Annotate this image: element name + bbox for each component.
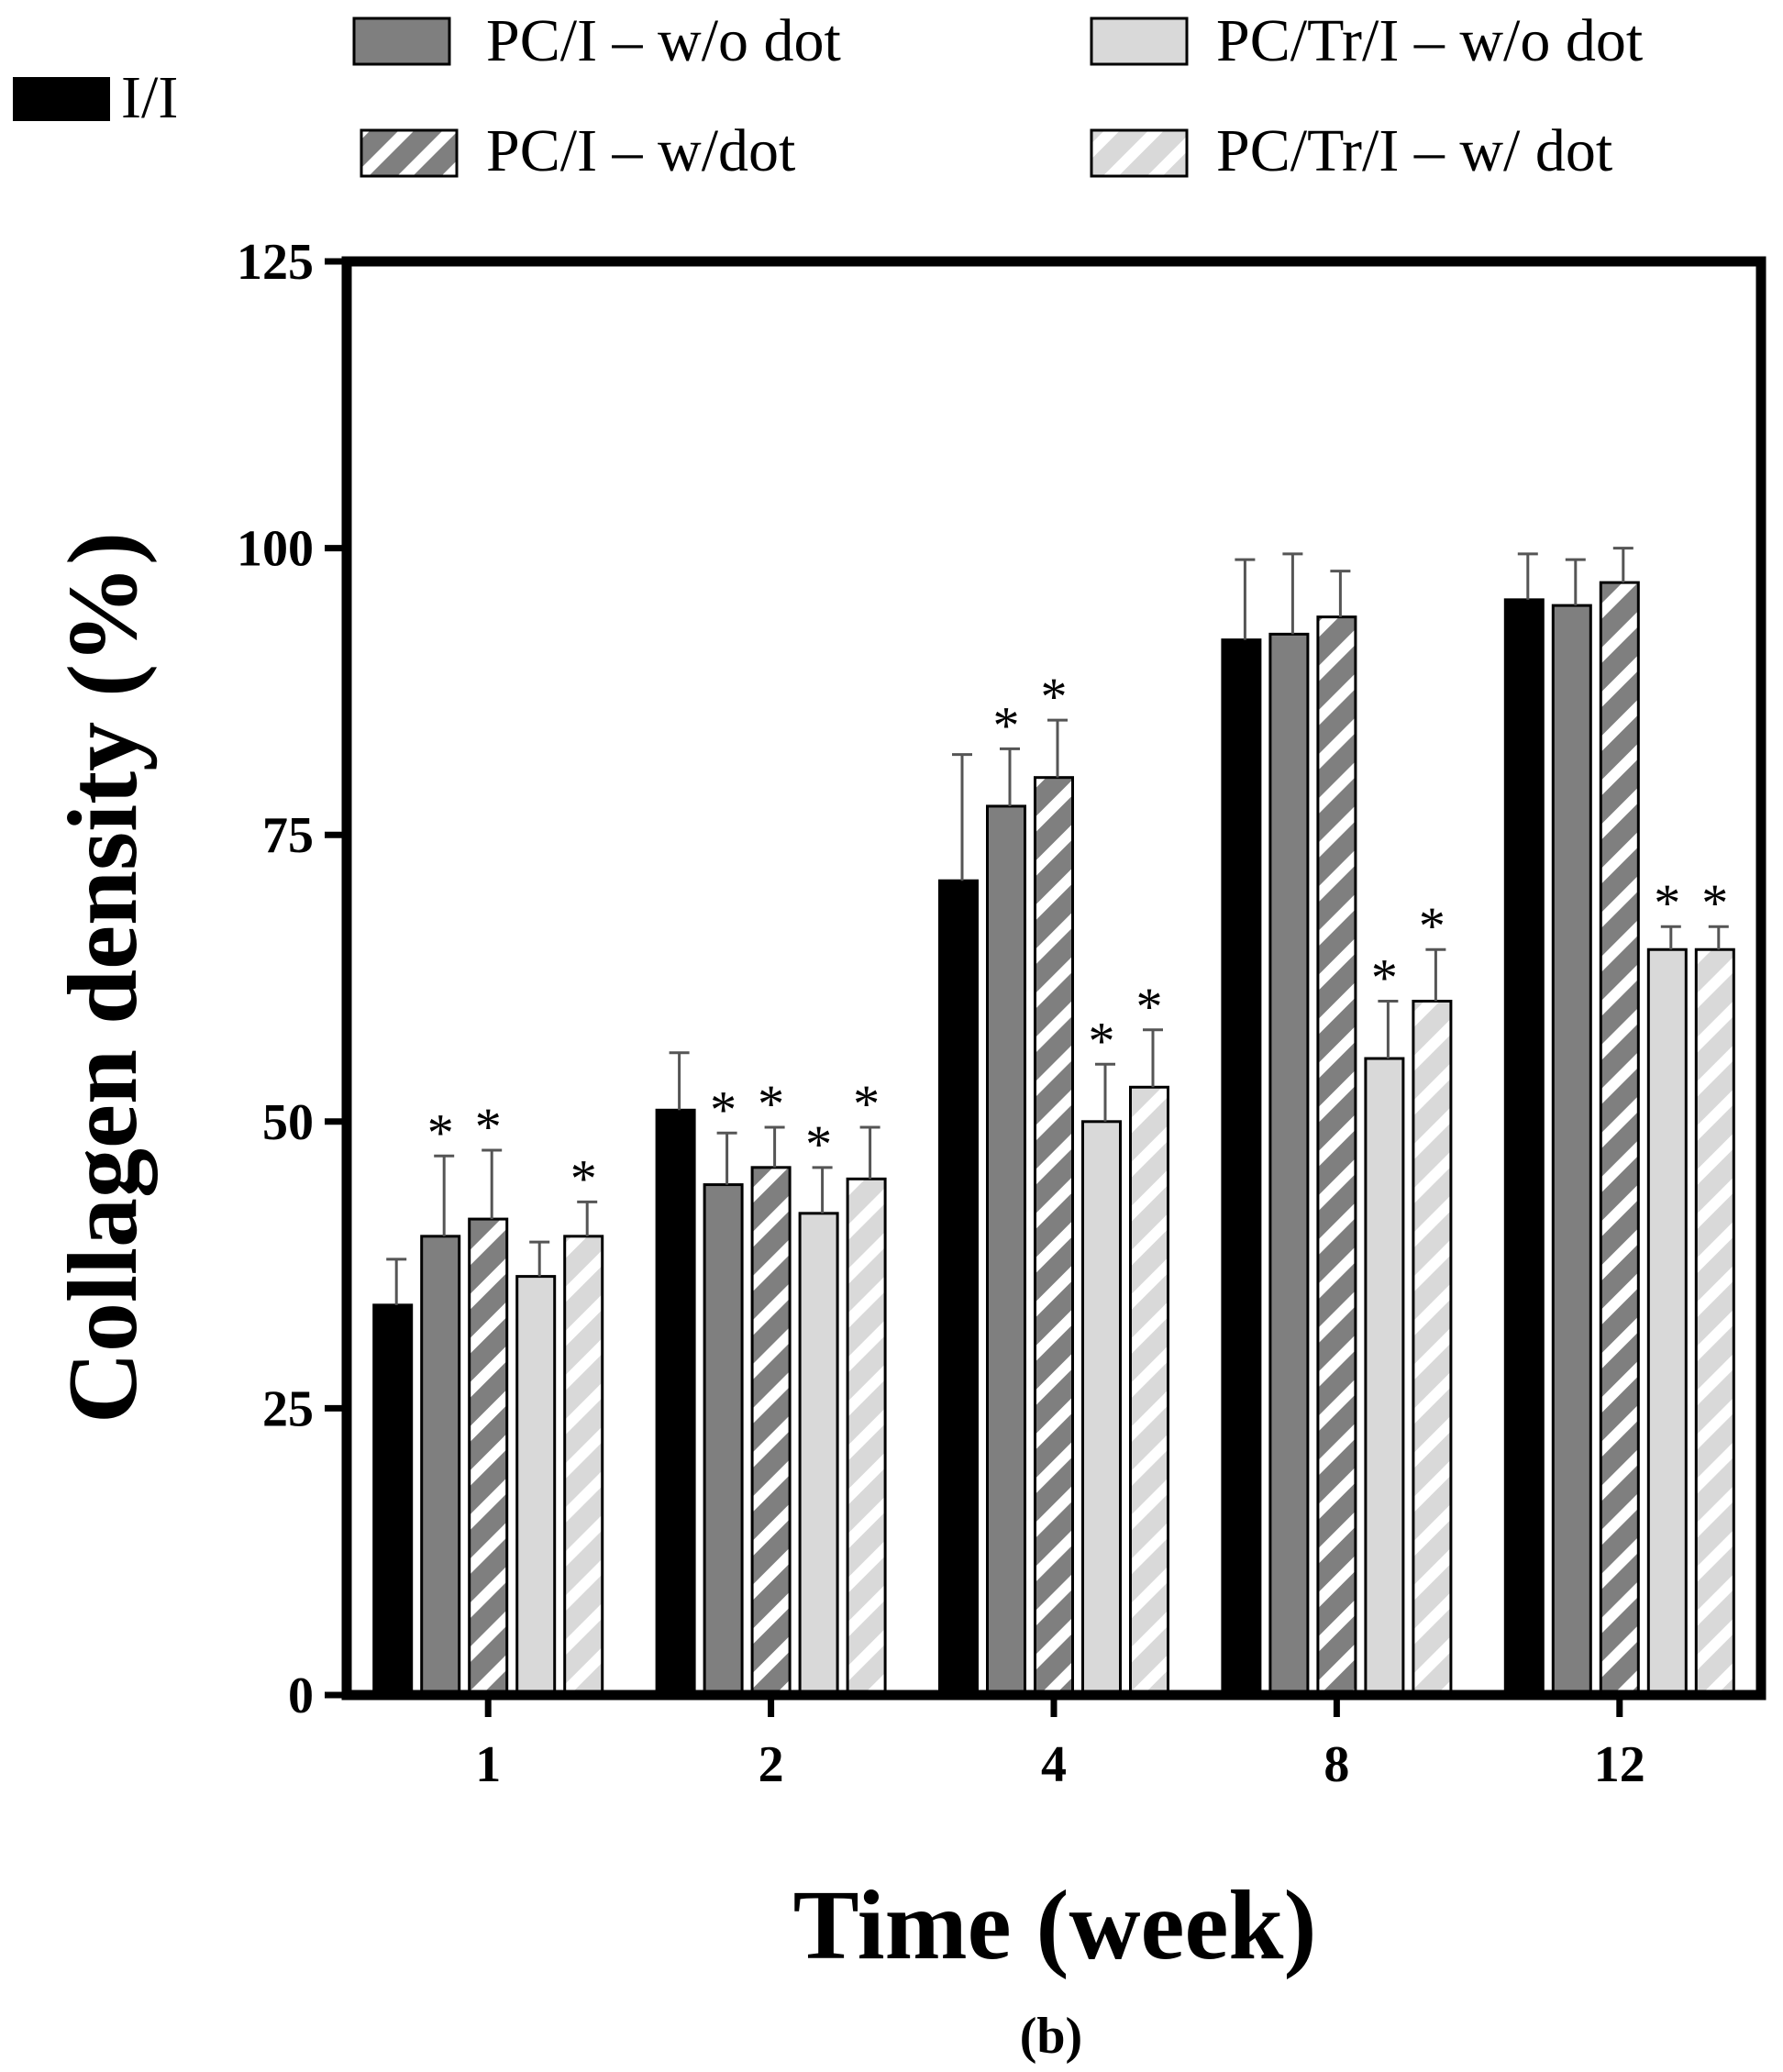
y-tick-label: 50 [262, 1094, 314, 1151]
legend-label: PC/I – w/o dot [486, 7, 841, 74]
legend-swatch [360, 128, 459, 178]
y-tick-label: 125 [237, 234, 314, 291]
x-tick-label: 1 [475, 1736, 501, 1793]
bar [1694, 947, 1735, 1697]
bar [1551, 604, 1592, 1697]
legend-label: PC/Tr/I – w/ dot [1216, 117, 1612, 184]
bar [420, 1235, 461, 1697]
bar [1412, 1000, 1453, 1697]
bar [468, 1217, 509, 1697]
bar [846, 1177, 887, 1697]
bar [1129, 1085, 1169, 1697]
bar [655, 1108, 696, 1697]
bars [372, 581, 1735, 1697]
significance-star: * [1701, 873, 1728, 933]
bar [986, 804, 1026, 1697]
significance-star: * [1041, 667, 1068, 726]
significance-star: * [758, 1074, 784, 1134]
y-tick-label: 25 [262, 1380, 314, 1437]
bar [1364, 1057, 1405, 1697]
legend: I/I PC/I – w/o dot PC/I – w/dot PC/Tr/I – w… [13, 7, 1643, 184]
bar [1599, 581, 1640, 1697]
significance-star: * [475, 1097, 502, 1157]
significance-star: * [1089, 1011, 1115, 1070]
bar [750, 1166, 792, 1697]
legend-label: PC/I – w/dot [486, 117, 795, 184]
x-axis-title: Time (week) [793, 1871, 1317, 1980]
x-axis: 1 2 4 8 12 [475, 1695, 1645, 1793]
significance-star: * [1371, 948, 1398, 1008]
significance-star: * [993, 695, 1020, 755]
bar [1221, 638, 1262, 1697]
legend-swatch [1090, 128, 1189, 178]
y-tick-label: 75 [262, 807, 314, 864]
x-tick-label: 2 [759, 1736, 784, 1793]
bar [798, 1212, 839, 1697]
legend-swatch [352, 17, 451, 66]
error-bars [386, 547, 1729, 1305]
bar [703, 1183, 744, 1697]
legend-swatch [13, 77, 110, 121]
legend-label: PC/Tr/I – w/o dot [1216, 7, 1643, 74]
legend-swatch [1090, 17, 1189, 66]
x-tick-label: 4 [1041, 1736, 1067, 1793]
legend-label: I/I [121, 64, 178, 131]
bar [1646, 947, 1688, 1697]
significance-star: * [427, 1102, 454, 1162]
figure-caption: (b) [1020, 2008, 1082, 2065]
y-axis-title: Collagen density (%) [49, 532, 158, 1424]
bar [563, 1235, 604, 1697]
bar [1081, 1120, 1122, 1697]
significance-markers: * * * * * * * * * * * * * * * [427, 667, 1729, 1208]
x-tick-label: 12 [1594, 1736, 1645, 1793]
significance-star: * [805, 1114, 832, 1174]
bar [515, 1275, 557, 1697]
y-tick-label: 100 [237, 521, 314, 578]
significance-star: * [570, 1148, 597, 1208]
bar [1503, 598, 1545, 1697]
plot-frame [341, 256, 1766, 1701]
y-tick-label: 0 [288, 1668, 314, 1724]
bar [372, 1303, 414, 1697]
significance-star: * [1136, 977, 1163, 1036]
bar [1316, 615, 1357, 1697]
bar [1268, 632, 1310, 1697]
significance-star: * [853, 1074, 880, 1134]
significance-star: * [1654, 873, 1680, 933]
significance-star: * [710, 1080, 736, 1139]
x-tick-label: 8 [1323, 1736, 1349, 1793]
bar [1034, 776, 1074, 1697]
significance-star: * [1419, 896, 1445, 956]
bar [938, 879, 979, 1697]
y-axis: 0 25 50 75 100 125 [237, 234, 347, 1724]
